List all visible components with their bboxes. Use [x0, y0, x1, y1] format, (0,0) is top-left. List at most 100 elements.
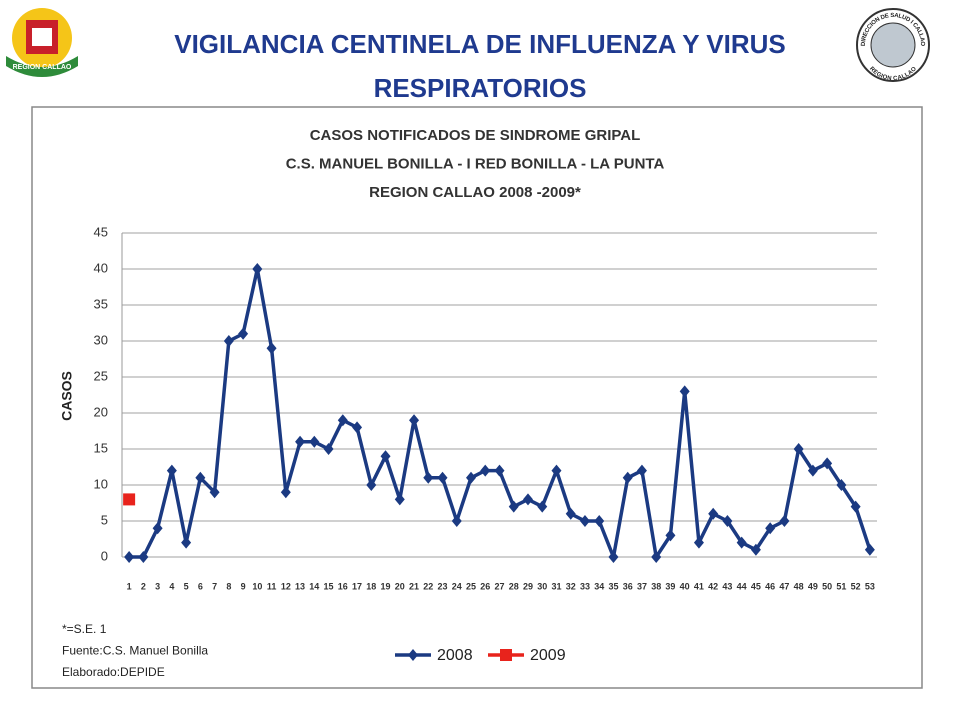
chart-frame: [31, 106, 923, 689]
x-tick-label: 35: [608, 581, 618, 591]
x-tick-label: 22: [423, 581, 433, 591]
x-tick-label: 38: [651, 581, 661, 591]
footnote: Fuente:C.S. Manuel Bonilla: [62, 644, 208, 658]
x-tick-label: 2: [141, 581, 146, 591]
x-tick-label: 42: [708, 581, 718, 591]
data-point: [166, 464, 177, 477]
x-tick-label: 23: [438, 581, 448, 591]
left-logo: REGION CALLAO: [6, 8, 78, 77]
x-tick-label: 4: [169, 581, 174, 591]
data-point: [722, 515, 733, 527]
data-point: [850, 500, 861, 513]
x-tick-label: 28: [509, 581, 519, 591]
x-tick-label: 27: [494, 581, 504, 591]
logo-castle-window: [32, 28, 52, 46]
x-tick-label: 15: [324, 581, 334, 591]
data-point: [309, 435, 320, 448]
x-tick-label: 47: [779, 581, 789, 591]
data-point: [266, 342, 277, 355]
data-point: [537, 500, 548, 513]
y-tick-label: 40: [94, 260, 108, 275]
x-tick-label: 30: [537, 581, 547, 591]
data-point: [508, 500, 519, 513]
data-point: [409, 414, 420, 427]
x-tick-label: 48: [794, 581, 804, 591]
y-tick-label: 30: [94, 332, 108, 347]
x-tick-label: 9: [241, 581, 246, 591]
data-point: [295, 435, 306, 448]
y-tick-label: 10: [94, 476, 108, 491]
data-point: [736, 536, 747, 549]
data-point: [793, 443, 804, 455]
data-point: [779, 515, 790, 527]
y-tick-label: 0: [101, 548, 108, 563]
data-point: [693, 536, 704, 549]
footnote: *=S.E. 1: [62, 622, 107, 636]
x-tick-label: 14: [309, 581, 319, 591]
x-tick-label: 26: [480, 581, 490, 591]
data-point: [594, 515, 605, 527]
logo-ribbon: [6, 56, 78, 77]
data-point: [494, 464, 505, 477]
data-point: [836, 479, 847, 491]
x-tick-label: 52: [851, 581, 861, 591]
chart-title: REGION CALLAO 2008 -2009*: [369, 184, 581, 201]
data-point: [522, 493, 533, 506]
data-point: [423, 471, 434, 484]
x-tick-label: 39: [665, 581, 675, 591]
x-tick-label: 16: [338, 581, 348, 591]
slide-title: VIGILANCIA CENTINELA DE INFLUENZA Y VIRU…: [174, 29, 786, 103]
x-tick-label: 12: [281, 581, 291, 591]
data-point: [807, 464, 818, 477]
data-point: [337, 414, 348, 427]
data-point: [864, 543, 875, 556]
data-point: [195, 471, 206, 484]
x-tick-label: 51: [836, 581, 846, 591]
x-tick-label: 19: [381, 581, 391, 591]
y-tick-label: 15: [94, 440, 108, 455]
data-point: [323, 443, 334, 455]
chart-title: CASOS NOTIFICADOS DE SINDROME GRIPAL: [310, 127, 641, 144]
x-tick-label: 5: [184, 581, 189, 591]
x-tick-label: 46: [765, 581, 775, 591]
data-point: [651, 551, 662, 563]
x-tick-label: 40: [680, 581, 690, 591]
data-point: [636, 464, 647, 477]
x-tick-label: 6: [198, 581, 203, 591]
x-tick-label: 43: [722, 581, 732, 591]
data-point: [152, 522, 163, 535]
data-point: [437, 471, 448, 484]
data-point: [679, 385, 690, 398]
x-tick-label: 41: [694, 581, 704, 591]
data-point: [394, 493, 405, 506]
data-point: [223, 335, 234, 347]
x-tick-label: 29: [523, 581, 533, 591]
data-point: [181, 536, 192, 549]
x-tick-label: 36: [623, 581, 633, 591]
data-point: [466, 471, 477, 484]
x-tick-label: 34: [594, 581, 604, 591]
data-point: [750, 543, 761, 556]
x-tick-label: 37: [637, 581, 647, 591]
x-tick-label: 45: [751, 581, 761, 591]
data-point: [765, 522, 776, 535]
data-point: [665, 529, 676, 542]
legend-label: 2008: [437, 647, 473, 664]
chart: CASOS NOTIFICADOS DE SINDROME GRIPAL C.S.…: [59, 127, 877, 679]
x-tick-label: 49: [808, 581, 818, 591]
y-tick-label: 5: [101, 512, 108, 527]
legend-marker: [408, 649, 418, 661]
x-tick-label: 31: [551, 581, 561, 591]
chart-title: C.S. MANUEL BONILLA - I RED BONILLA - LA…: [286, 155, 665, 172]
legend-label: 2009: [530, 647, 566, 664]
x-tick-label: 25: [466, 581, 476, 591]
data-point: [708, 507, 719, 520]
x-tick-label: 20: [395, 581, 405, 591]
footnote: Elaborado:DEPIDE: [62, 665, 165, 679]
x-tick-label: 11: [267, 581, 277, 591]
y-tick-label: 35: [94, 296, 108, 311]
x-tick-label: 33: [580, 581, 590, 591]
right-logo: DIRECCION DE SALUD I CALLAO REGION CALLA…: [856, 8, 930, 82]
